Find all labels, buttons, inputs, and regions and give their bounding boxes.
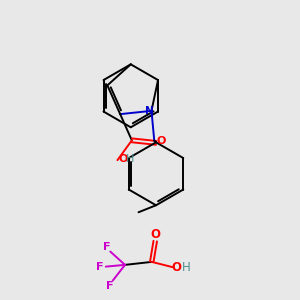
Text: O: O: [150, 228, 160, 241]
Text: H: H: [182, 261, 190, 274]
Text: O: O: [172, 261, 182, 274]
Text: O: O: [156, 136, 165, 146]
Text: F: F: [96, 262, 103, 272]
Text: F: F: [103, 242, 111, 252]
Text: N: N: [145, 106, 153, 116]
Text: H: H: [126, 154, 134, 164]
Text: F: F: [106, 281, 114, 291]
Text: O: O: [119, 154, 128, 164]
